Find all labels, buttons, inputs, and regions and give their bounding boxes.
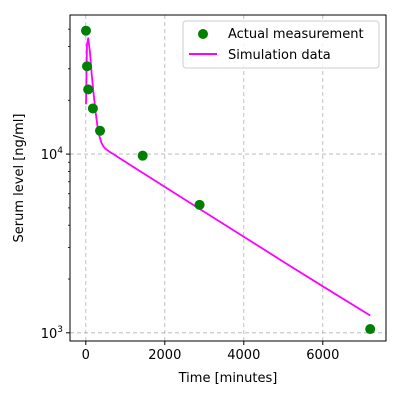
y-tick-label-base: 10 (41, 327, 58, 342)
legend: Actual measurement Simulation data (182, 20, 380, 69)
x-tick-label: 6000 (306, 348, 339, 363)
y-tick-label-exponent: 3 (57, 325, 63, 335)
y-tick-label: 104 (41, 146, 64, 163)
measurement-point (95, 125, 106, 136)
plot-frame (69, 14, 387, 342)
y-tick-label-exponent: 4 (57, 146, 63, 156)
measurement-point (81, 61, 92, 72)
measurement-point (137, 150, 148, 161)
measurement-point (80, 25, 91, 36)
grid (70, 15, 386, 341)
y-tick-label: 103 (41, 325, 63, 342)
x-tick-label: 2000 (148, 348, 181, 363)
measurement-point (83, 84, 94, 95)
legend-label-simulation-data: Simulation data (228, 48, 331, 63)
y-tick-label-base: 10 (41, 148, 58, 163)
legend-marker-actual-measurement (198, 29, 208, 39)
plot-markers (80, 25, 376, 335)
measurement-point (87, 103, 98, 114)
x-axis-label: Time [minutes] (178, 371, 278, 386)
x-tick-label: 0 (82, 348, 90, 363)
y-axis-label: Serum level [ng/ml] (12, 114, 27, 243)
x-tick-label: 4000 (227, 348, 260, 363)
legend-label-actual-measurement: Actual measurement (228, 27, 364, 42)
measurement-point (194, 199, 205, 210)
measurement-point (365, 324, 376, 335)
legend-box (182, 20, 380, 69)
